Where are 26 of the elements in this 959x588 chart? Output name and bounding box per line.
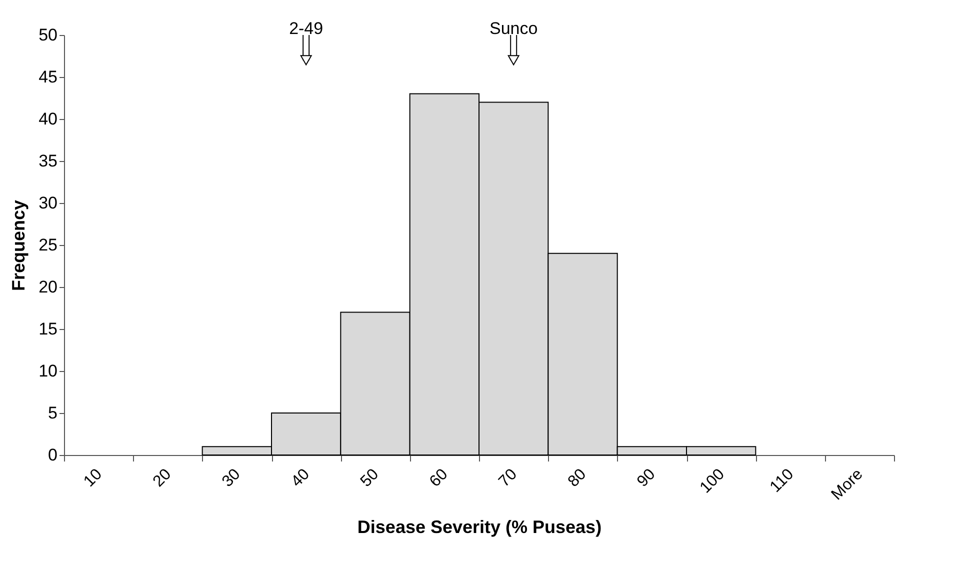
annotation: Sunco (489, 19, 538, 38)
y-tick-label: 40 (38, 110, 58, 128)
x-tick-label: 70 (496, 466, 521, 490)
x-tick-label: 50 (358, 466, 382, 490)
y-tick-label: 0 (48, 446, 58, 464)
y-tick-label: 30 (38, 194, 58, 212)
x-tick-label: 110 (767, 466, 798, 496)
x-tick-label: 10 (80, 466, 106, 490)
y-tick-label: 20 (38, 278, 58, 296)
x-tick-label: 80 (565, 466, 590, 490)
x-tick-label: 100 (697, 466, 728, 497)
annotation: 2-49 (289, 19, 324, 38)
x-tick-label: 90 (634, 466, 659, 490)
y-tick-label: 45 (38, 68, 58, 86)
x-tick-label: 60 (426, 466, 452, 490)
y-tick-label: 50 (38, 26, 58, 44)
y-tick-label: 15 (38, 320, 58, 338)
x-tick-label: 20 (150, 466, 175, 490)
y-tick-label: 5 (48, 404, 58, 422)
y-tick-label: 35 (38, 152, 58, 170)
x-axis-title: Disease Severity (% Puseas) (357, 516, 602, 537)
y-tick-label: 10 (38, 362, 58, 380)
x-tick-label: 40 (288, 466, 314, 490)
y-axis-title: Frequency (8, 200, 29, 292)
y-tick-label: 25 (38, 236, 58, 254)
x-tick-label: 30 (219, 466, 244, 490)
